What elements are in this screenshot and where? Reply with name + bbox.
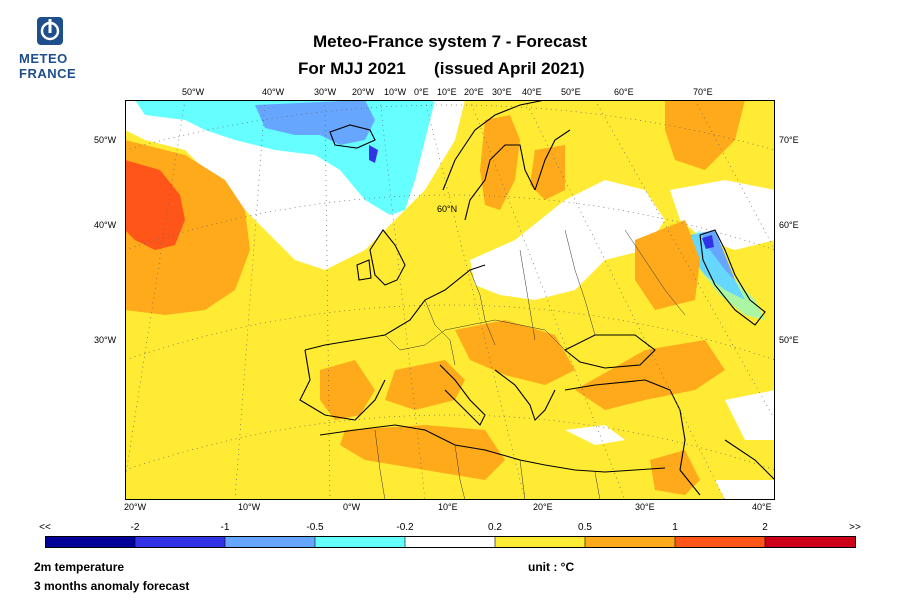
top-tick: 60°E	[614, 87, 634, 97]
bottom-tick: 10°W	[238, 502, 261, 512]
colorbar-label: >>	[849, 522, 861, 533]
map-white-zone-southeast	[725, 390, 775, 440]
map-orange-zone-balkans	[455, 320, 575, 385]
top-tick: 30°W	[314, 87, 337, 97]
meteo-france-logo-icon	[37, 17, 63, 45]
colorbar-label: -0.5	[306, 522, 324, 533]
map-light-blue-caspian	[685, 230, 765, 320]
map-orange-zone-scandinavia	[480, 115, 520, 210]
bottom-tick: 20°E	[533, 502, 553, 512]
map-white-zone-bottom-east	[715, 480, 775, 500]
colorbar-label: -2	[130, 522, 140, 533]
top-tick: 50°E	[561, 87, 581, 97]
colorbar-swatch	[134, 536, 226, 548]
logo-text-france: FRANCE	[19, 66, 77, 81]
colorbar-label: 0.2	[488, 522, 502, 533]
colorbar-label: -1	[220, 522, 230, 533]
top-tick: 20°E	[464, 87, 484, 97]
map-frame	[125, 100, 775, 500]
bottom-tick: 10°E	[438, 502, 458, 512]
map-mid-blue-zone	[255, 100, 375, 145]
map-orange-zone-ne	[665, 100, 745, 170]
chart-title: Meteo-France system 7 - Forecast	[313, 32, 587, 51]
colorbar-label: -0.2	[396, 522, 414, 533]
anomaly-map: 60°N	[125, 100, 775, 500]
top-tick: 70°E	[693, 87, 713, 97]
chart-subtitle: For MJJ 2021 (issued April 2021)	[298, 59, 585, 78]
top-tick: 40°W	[262, 87, 285, 97]
colorbar-swatch	[404, 536, 496, 548]
map-orange-zone-med	[385, 360, 465, 410]
top-tick: 0°E	[414, 87, 429, 97]
right-tick: 70°E	[779, 135, 799, 145]
top-tick: 10°W	[384, 87, 407, 97]
colorbar-label: 2	[762, 522, 768, 533]
left-tick: 50°W	[94, 135, 117, 145]
map-orange-zone-east	[635, 220, 700, 310]
top-tick: 40°E	[522, 87, 542, 97]
colorbar-swatch	[224, 536, 316, 548]
map-orange-zone-levant	[650, 450, 700, 495]
map-red-zone-west	[125, 160, 185, 250]
right-tick: 50°E	[779, 335, 799, 345]
top-tick: 50°W	[182, 87, 205, 97]
map-orange-zone-iberia	[320, 360, 375, 420]
top-tick: 30°E	[492, 87, 512, 97]
logo-text-meteo: METEO	[19, 51, 68, 66]
colorbar-swatch	[584, 536, 676, 548]
map-orange-zone-north-africa	[340, 425, 505, 480]
left-tick: 40°W	[94, 220, 117, 230]
colorbar-swatch	[314, 536, 406, 548]
top-tick: 20°W	[352, 87, 375, 97]
bottom-tick: 30°E	[635, 502, 655, 512]
variable-label: 2m temperature	[34, 560, 125, 574]
colorbar-swatch	[674, 536, 766, 548]
map-orange-zone-turkey	[575, 340, 725, 410]
map-white-patch-med	[565, 425, 625, 445]
bottom-tick: 20°W	[124, 502, 147, 512]
colorbar-swatch	[494, 536, 586, 548]
top-tick: 10°E	[437, 87, 457, 97]
map-dark-blue-spot-caspian	[702, 235, 714, 249]
bottom-tick: 40°E	[752, 502, 772, 512]
map-dark-blue-spot	[369, 145, 378, 163]
colorbar-label: 1	[672, 522, 678, 533]
right-tick: 60°E	[779, 220, 799, 230]
left-tick: 30°W	[94, 335, 117, 345]
graticule	[125, 100, 775, 500]
colorbar	[45, 536, 856, 548]
bottom-tick: 0°W	[343, 502, 361, 512]
unit-label: unit : °C	[528, 560, 575, 574]
map-lat-label: 60°N	[437, 204, 457, 214]
colorbar-swatch	[45, 536, 136, 548]
colorbar-swatch	[764, 536, 856, 548]
country-borders	[374, 229, 686, 500]
colorbar-label: <<	[39, 522, 51, 533]
map-orange-zone-finland	[530, 145, 565, 200]
colorbar-label: 0.5	[578, 522, 592, 533]
forecast-type-label: 3 months anomaly forecast	[34, 579, 190, 593]
